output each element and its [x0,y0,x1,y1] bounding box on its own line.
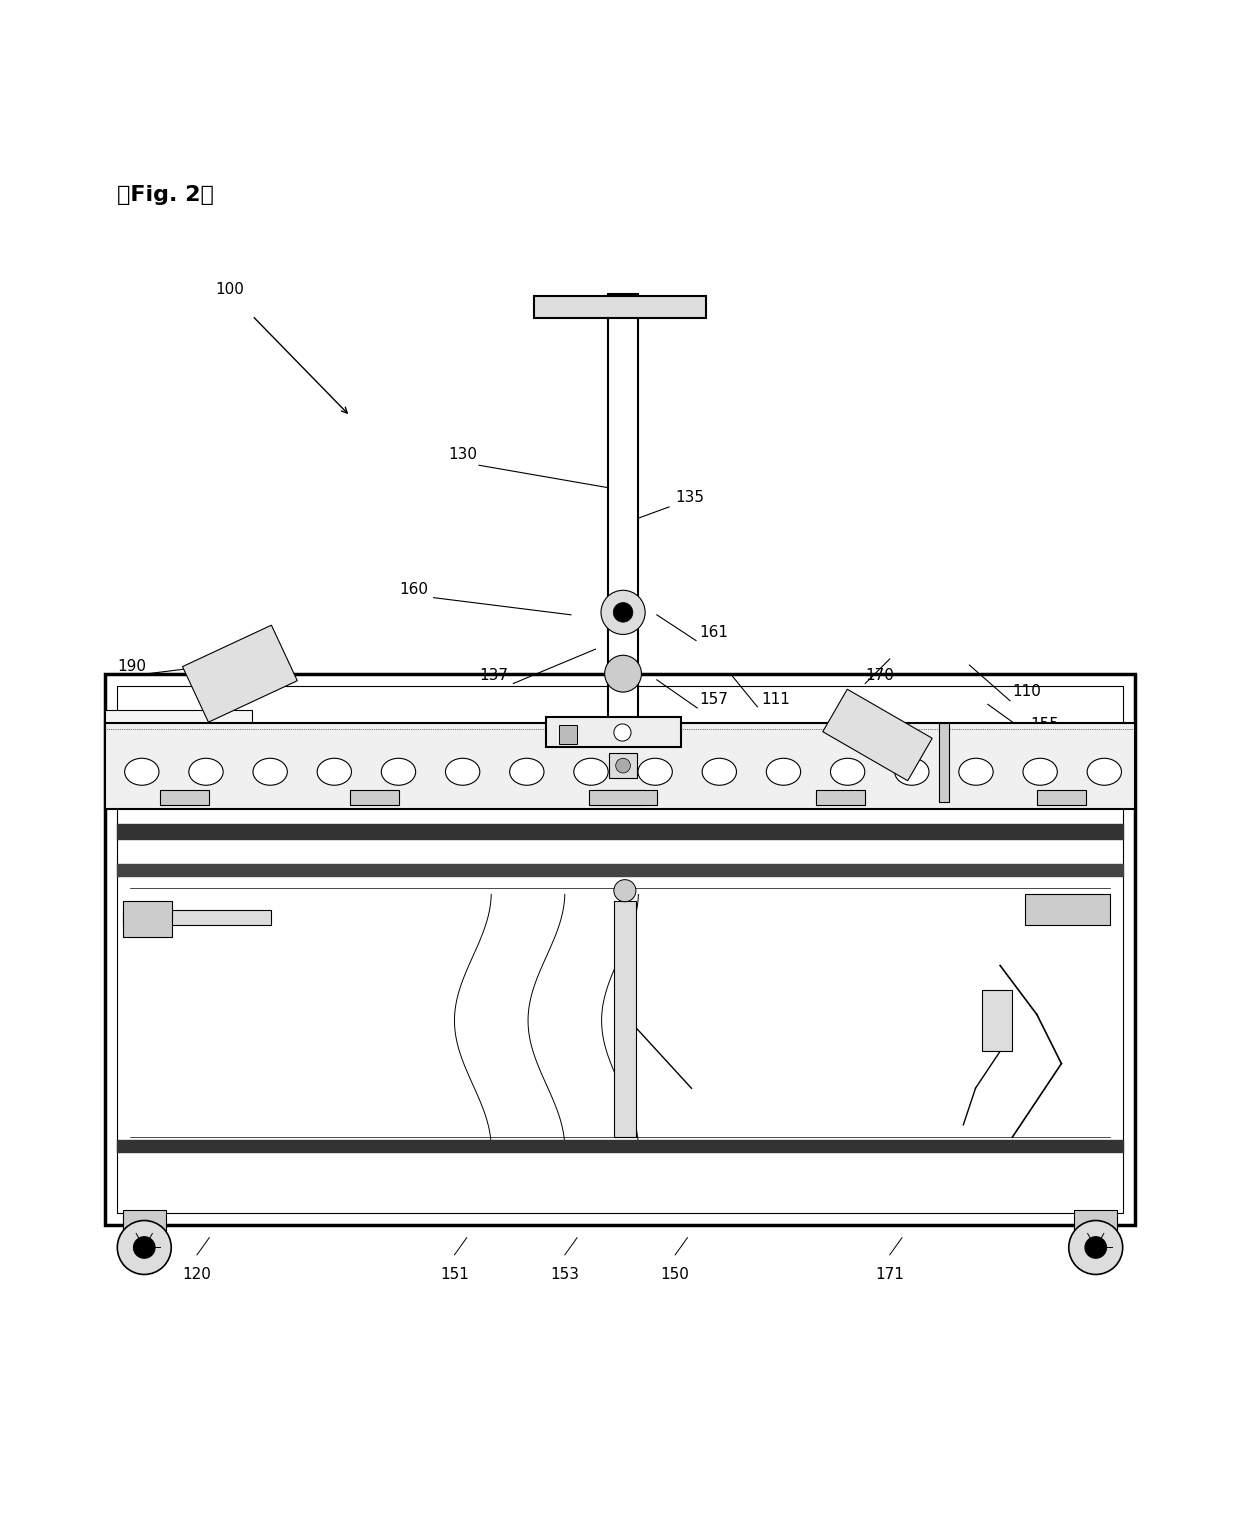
Text: 155: 155 [1030,717,1060,732]
Bar [609,753,637,778]
Bar [105,673,1135,1226]
Circle shape [134,1236,155,1258]
Circle shape [118,1221,171,1274]
Bar [118,1139,1122,1151]
Bar [1037,790,1086,805]
Text: 150: 150 [661,1267,689,1282]
Bar [350,790,399,805]
Ellipse shape [1023,758,1058,785]
Text: 190: 190 [118,659,146,674]
Bar [982,990,1012,1051]
Circle shape [1069,1221,1122,1274]
Circle shape [616,758,630,773]
Bar [614,901,636,1138]
Text: 171: 171 [875,1267,904,1282]
Text: 120: 120 [182,1267,212,1282]
Circle shape [614,603,632,623]
Bar [124,901,172,937]
Bar [608,293,639,723]
Circle shape [1085,1236,1106,1258]
Ellipse shape [510,758,544,785]
Text: 130: 130 [449,447,477,462]
Bar [939,723,949,802]
Bar [534,296,706,317]
Ellipse shape [382,758,415,785]
Bar [118,687,1122,1214]
Ellipse shape [894,758,929,785]
Polygon shape [182,626,298,722]
Ellipse shape [188,758,223,785]
Ellipse shape [445,758,480,785]
Bar [816,790,866,805]
Bar [595,790,645,805]
Bar [589,790,657,805]
Text: 157: 157 [699,693,729,708]
Bar [124,910,270,925]
Bar [105,711,252,775]
Ellipse shape [574,758,608,785]
Ellipse shape [639,758,672,785]
Ellipse shape [831,758,864,785]
Circle shape [614,725,631,741]
Bar [1074,1209,1117,1232]
Bar [1024,895,1111,925]
Text: 135: 135 [675,491,704,504]
Bar [118,864,1122,876]
Text: 151: 151 [440,1267,469,1282]
Text: 161: 161 [699,624,729,639]
Text: 100: 100 [216,281,244,296]
Circle shape [601,591,645,635]
Text: 159: 159 [678,729,708,744]
Bar [123,1209,166,1232]
Text: 137: 137 [479,668,508,684]
Ellipse shape [702,758,737,785]
Ellipse shape [766,758,801,785]
Bar [118,825,1122,838]
Ellipse shape [1087,758,1121,785]
Bar [105,723,1135,808]
Bar [559,725,577,744]
Ellipse shape [959,758,993,785]
Bar [160,790,210,805]
Bar [547,717,681,747]
Ellipse shape [317,758,351,785]
Text: 111: 111 [761,693,790,708]
Text: 153: 153 [551,1267,579,1282]
Ellipse shape [253,758,288,785]
Text: 【Fig. 2】: 【Fig. 2】 [118,185,215,205]
Text: 170: 170 [866,668,894,684]
Circle shape [605,655,641,693]
Ellipse shape [125,758,159,785]
Circle shape [614,880,636,902]
Text: 110: 110 [1012,684,1042,699]
Text: 160: 160 [399,582,428,597]
Polygon shape [823,690,932,781]
